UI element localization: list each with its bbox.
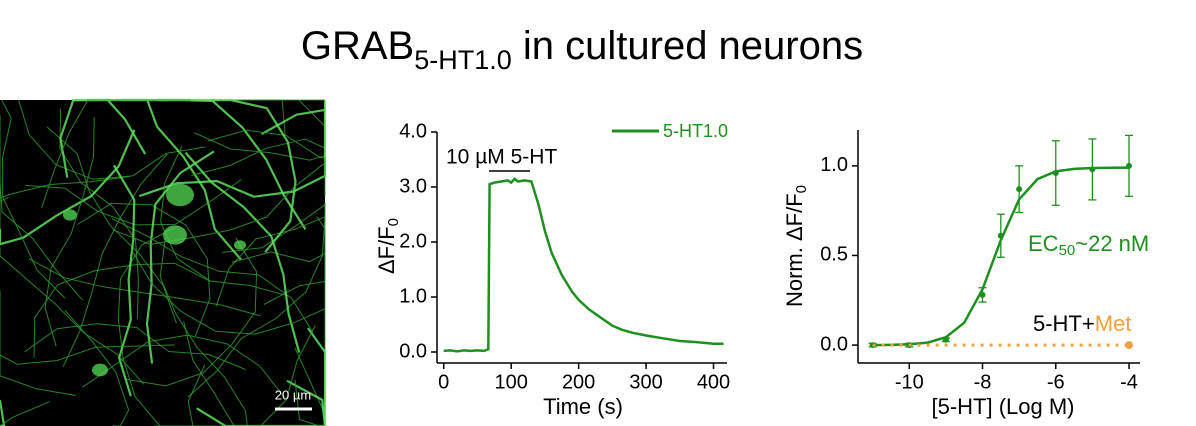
y-tick-label: 1.0 — [399, 285, 427, 307]
x-tick-label: 300 — [629, 371, 662, 393]
figure-title: GRAB5-HT1.0 in cultured neurons — [301, 24, 863, 76]
neurite — [0, 176, 130, 199]
neurite — [28, 258, 261, 317]
y-axis-label: Norm. ΔF/F0 — [782, 185, 810, 307]
neurite — [130, 248, 326, 335]
neurite — [207, 129, 326, 178]
neurite — [160, 145, 289, 297]
neurite — [0, 401, 50, 426]
neurite — [0, 247, 145, 385]
fit-curve — [872, 166, 1130, 347]
neurite — [260, 100, 327, 163]
ec50-annotation: EC50~22 nM — [1028, 231, 1149, 259]
soma — [163, 225, 187, 245]
y-label-main: Norm. ΔF/F — [782, 193, 807, 307]
neurite — [0, 115, 84, 301]
control-label: 5-HT+Met — [1033, 311, 1131, 336]
ec50-sub: 50 — [1059, 242, 1076, 259]
neurite — [184, 151, 301, 353]
title-main: GRAB — [301, 24, 414, 68]
neurite — [18, 99, 206, 180]
y-tick-label: 1.0 — [820, 154, 848, 176]
neurite — [0, 400, 6, 426]
x-tick-label: -6 — [1047, 371, 1065, 393]
title-sub: 5-HT1.0 — [414, 45, 512, 75]
x-tick-label: 200 — [562, 371, 595, 393]
title-rest: in cultured neurons — [512, 24, 863, 68]
neurite — [126, 237, 258, 387]
y-axis-label: ΔF/F0 — [374, 218, 402, 274]
legend-label: 5-HT1.0 — [663, 121, 728, 141]
neurite — [24, 323, 246, 370]
x-tick-label: 400 — [697, 371, 730, 393]
scale-bar-label: 20 µm — [275, 387, 311, 402]
ec50-main: EC — [1028, 231, 1059, 256]
neurite — [196, 98, 297, 253]
y-tick-label: 0.0 — [399, 340, 427, 362]
neurite — [44, 116, 95, 347]
neurite — [112, 162, 326, 245]
neurite — [62, 153, 168, 368]
neurite — [77, 202, 211, 337]
neurite — [294, 379, 325, 426]
y-tick-label: 0.5 — [820, 244, 848, 266]
neurite — [82, 334, 285, 398]
data-point — [1016, 186, 1023, 193]
x-tick-label: 100 — [494, 371, 527, 393]
x-tick-label: 0 — [438, 371, 449, 393]
neurite — [307, 327, 327, 426]
neurite — [59, 108, 139, 320]
annotation: 10 µM 5-HT — [446, 146, 557, 169]
y-tick-label: 3.0 — [399, 175, 427, 197]
neurite — [215, 203, 326, 307]
soma — [234, 240, 246, 250]
control-label-main: 5-HT+ — [1033, 311, 1095, 336]
y-label-sub: 0 — [793, 185, 810, 193]
x-tick-label: -10 — [895, 371, 924, 393]
neurite — [183, 321, 314, 426]
x-tick-label: -8 — [974, 371, 992, 393]
neurite — [0, 344, 175, 365]
x-tick-label: -4 — [1120, 371, 1138, 393]
soma — [63, 209, 77, 221]
neurite — [1, 99, 66, 299]
neurite — [24, 179, 242, 226]
y-tick-label: 0.0 — [820, 333, 848, 355]
neurite — [113, 164, 136, 397]
x-axis-label: [5-HT] (Log M) — [931, 394, 1074, 419]
neurites — [0, 98, 327, 426]
neurite — [33, 262, 211, 358]
neurite — [159, 237, 248, 426]
neurite — [187, 216, 326, 398]
neurite — [111, 217, 314, 333]
soma — [92, 363, 108, 377]
y-tick-label: 4.0 — [399, 120, 427, 142]
ec50-rest: ~22 nM — [1075, 231, 1149, 256]
micrograph — [0, 100, 325, 426]
control-point — [1125, 341, 1134, 350]
y-label-sub: 0 — [385, 218, 402, 226]
soma — [166, 183, 194, 207]
neurite — [46, 126, 177, 324]
neurite — [196, 407, 325, 426]
neurite — [117, 225, 178, 426]
neurite — [0, 290, 76, 396]
y-tick-label: 2.0 — [399, 230, 427, 252]
neurite — [263, 210, 326, 305]
neurite — [41, 99, 191, 209]
neurite — [64, 309, 130, 426]
control-label-accent: Met — [1095, 311, 1132, 336]
y-label-main: ΔF/F — [374, 226, 399, 274]
neurite — [0, 129, 136, 246]
neurite — [154, 364, 206, 426]
x-axis-label: Time (s) — [543, 394, 623, 419]
neurite — [191, 325, 316, 426]
data-line — [443, 177, 724, 353]
